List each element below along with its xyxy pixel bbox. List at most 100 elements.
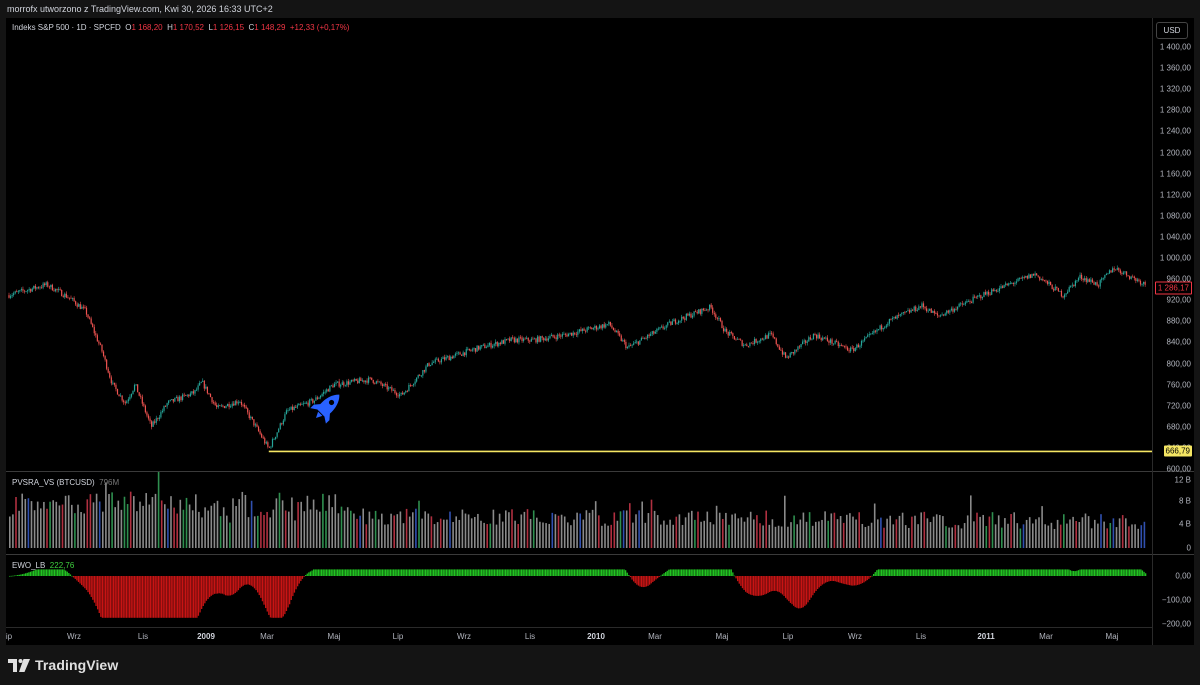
candle-body [394, 389, 396, 394]
candle-body [1088, 279, 1090, 282]
ewo-bar [167, 576, 169, 618]
volume-bar [808, 512, 811, 548]
ewo-bar [855, 576, 857, 586]
ewo-bar [575, 569, 577, 576]
volume-bar [201, 517, 203, 548]
candle-body [992, 289, 994, 292]
ewo-bar [645, 576, 648, 587]
volume-bar [830, 513, 833, 548]
candle-body [431, 362, 433, 365]
candle-body [293, 406, 295, 411]
time-axis[interactable]: ip Wrz Lis 2009 Mar Maj Lip Wrz Lis 2010 Mar Maj Lip… [6, 627, 1152, 646]
ewo-bar [815, 576, 817, 591]
ewo-bar [980, 569, 982, 576]
volume-bar [644, 522, 647, 548]
ewo-bar [385, 569, 387, 576]
candle-body [1135, 278, 1137, 281]
volume-bar [467, 514, 470, 548]
candle-body [924, 307, 926, 309]
candle-body [1054, 286, 1056, 291]
pane-separator-ewo[interactable] [6, 554, 1194, 555]
candle-body [256, 424, 258, 427]
ewo-bar [28, 572, 30, 576]
volume-bar [591, 509, 594, 548]
last-price-tag[interactable]: 1 286,17 [1154, 281, 1192, 295]
candle-body [873, 330, 875, 334]
volume-bar [1090, 528, 1093, 548]
ewo-bar [90, 576, 92, 597]
candle-body [164, 406, 167, 407]
currency-button[interactable]: USD [1156, 22, 1188, 39]
time-tick-label: Wrz [456, 632, 472, 641]
ewo-bar [769, 576, 771, 593]
candle-body [25, 291, 27, 293]
ewo-bar [1127, 569, 1129, 576]
candle-body [482, 344, 484, 346]
candle-body [867, 335, 869, 337]
candle-body [499, 342, 501, 345]
ewo-bar [346, 569, 348, 576]
ewo-bar [733, 575, 736, 577]
candle-body [180, 396, 182, 401]
volume-bar [1097, 523, 1099, 548]
ewo-bar [473, 569, 475, 576]
ewo-bar [129, 576, 131, 618]
ewo-bar [309, 571, 312, 576]
symbol-label[interactable]: Indeks S&P 500 · 1D · SPCFD [12, 23, 121, 32]
ewo-bar [945, 569, 947, 576]
volume-bar [36, 501, 39, 548]
volume-bar [111, 492, 113, 548]
candle-body [543, 337, 545, 341]
ewo-bar [343, 569, 345, 576]
ewo-bar [345, 569, 347, 576]
ewo-bar [466, 569, 468, 576]
tradingview-logo[interactable]: TradingView [8, 657, 118, 673]
candle-body [62, 296, 64, 298]
ewo-bar [581, 569, 584, 576]
chart-area[interactable]: Indeks S&P 500 · 1D · SPCFD O1 168,20 H1… [6, 18, 1194, 645]
candle-body [750, 342, 753, 344]
ewo-bar [178, 576, 180, 618]
volume-indicator-name[interactable]: PVSRA_VS (BTCUSD) [12, 478, 95, 487]
ewo-bar [1076, 570, 1078, 576]
high-label: H [167, 23, 173, 32]
candle-body [101, 344, 103, 352]
ewo-bar [772, 576, 774, 591]
volume-bar [247, 517, 250, 548]
ewo-bar [631, 576, 633, 580]
ewo-bar [417, 569, 419, 576]
ewo-bar [117, 576, 120, 618]
volume-bar [176, 513, 178, 548]
ewo-bar [836, 576, 838, 582]
volume-bar [508, 512, 510, 548]
ewo-bar [1061, 569, 1064, 576]
ewo-bar [1103, 569, 1105, 576]
ewo-bar [74, 576, 76, 579]
volume-bar [343, 510, 346, 548]
ewo-indicator-name[interactable]: EWO_LB [12, 561, 46, 570]
ewo-bar [1013, 569, 1016, 576]
ewo-bar [148, 576, 150, 618]
ewo-bar [1117, 569, 1120, 576]
volume-bar [334, 494, 337, 548]
candle-body [493, 344, 495, 346]
support-line-price-tag[interactable]: 666,79 [1163, 445, 1192, 457]
candle-body [344, 385, 346, 387]
price-axis[interactable]: 1 400,00 1 360,00 1 320,00 1 280,00 1 240,00… [1152, 18, 1195, 645]
candle-body [92, 323, 94, 328]
chart-canvas[interactable] [6, 18, 1152, 627]
pane-separator-volume[interactable] [6, 471, 1194, 472]
volume-bar [1115, 527, 1118, 548]
candle-body [826, 337, 828, 341]
volume-bar [718, 512, 721, 548]
candle-body [738, 338, 740, 340]
volume-bar [638, 510, 640, 548]
volume-bar [1103, 521, 1105, 548]
ewo-bar [981, 569, 984, 576]
ewo-bar [476, 569, 478, 576]
candle-body [211, 397, 213, 403]
candle-body [273, 438, 275, 440]
candle-body [166, 403, 168, 407]
candle-body [347, 381, 350, 385]
rocket-icon[interactable] [308, 387, 347, 426]
